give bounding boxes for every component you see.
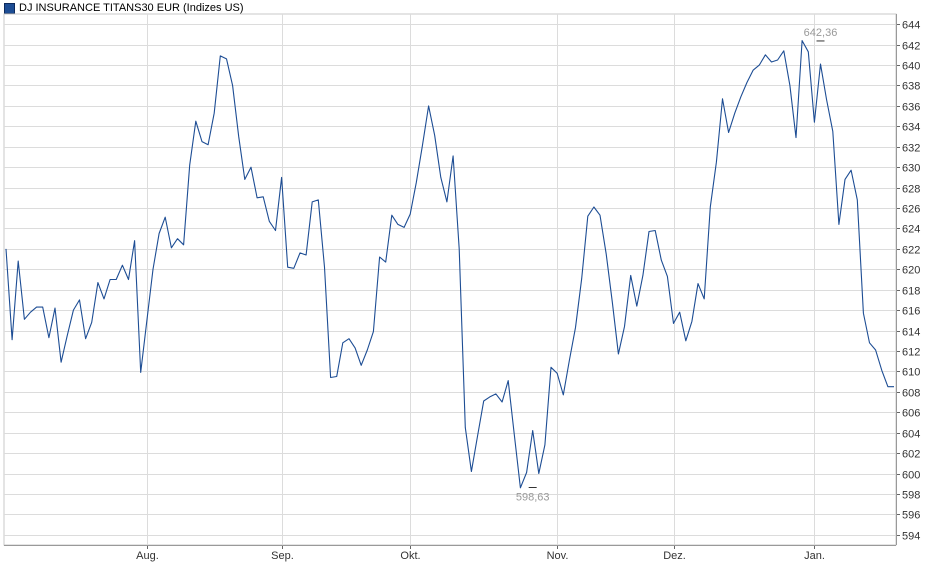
legend-label: DJ INSURANCE TITANS30 EUR (Indizes US) bbox=[19, 2, 244, 14]
y-tick-label: 606 bbox=[902, 408, 920, 420]
y-tick-label: 608 bbox=[902, 388, 920, 400]
y-tick-label: 602 bbox=[902, 449, 920, 461]
y-tick-label: 626 bbox=[902, 204, 920, 216]
annotation-label: 598,63 bbox=[516, 492, 550, 504]
y-tick-label: 596 bbox=[902, 510, 920, 522]
y-tick-label: 618 bbox=[902, 286, 920, 298]
y-tick-label: 644 bbox=[902, 20, 920, 32]
legend-swatch bbox=[4, 2, 15, 14]
series-line bbox=[5, 40, 894, 489]
y-tick-label: 638 bbox=[902, 81, 920, 93]
annotation-label: 642,36 bbox=[804, 27, 838, 39]
x-tick-label: Okt. bbox=[400, 550, 420, 562]
x-tick-label: Sep. bbox=[271, 550, 294, 562]
y-tick-label: 624 bbox=[902, 224, 920, 236]
x-tick-label: Nov. bbox=[547, 550, 569, 562]
y-tick-label: 610 bbox=[902, 367, 920, 379]
plot-area bbox=[3, 13, 897, 546]
y-tick-label: 642 bbox=[902, 41, 920, 53]
x-tick-label: Jan. bbox=[804, 550, 825, 562]
y-tick-label: 634 bbox=[902, 122, 920, 134]
y-tick-label: 630 bbox=[902, 163, 920, 175]
y-tick-label: 612 bbox=[902, 347, 920, 359]
y-tick-label: 620 bbox=[902, 265, 920, 277]
y-tick-label: 628 bbox=[902, 184, 920, 196]
y-tick-label: 600 bbox=[902, 470, 920, 482]
y-tick-label: 614 bbox=[902, 327, 920, 339]
y-tick-label: 598 bbox=[902, 490, 920, 502]
y-tick-label: 632 bbox=[902, 143, 920, 155]
x-tick-label: Aug. bbox=[136, 550, 159, 562]
y-tick-label: 594 bbox=[902, 531, 920, 543]
y-tick-label: 636 bbox=[902, 102, 920, 114]
y-tick-label: 640 bbox=[902, 61, 920, 73]
x-tick-label: Dez. bbox=[663, 550, 686, 562]
y-tick-label: 616 bbox=[902, 306, 920, 318]
legend: DJ INSURANCE TITANS30 EUR (Indizes US) bbox=[4, 1, 244, 15]
y-tick-label: 604 bbox=[902, 429, 920, 441]
y-tick-label: 622 bbox=[902, 245, 920, 257]
